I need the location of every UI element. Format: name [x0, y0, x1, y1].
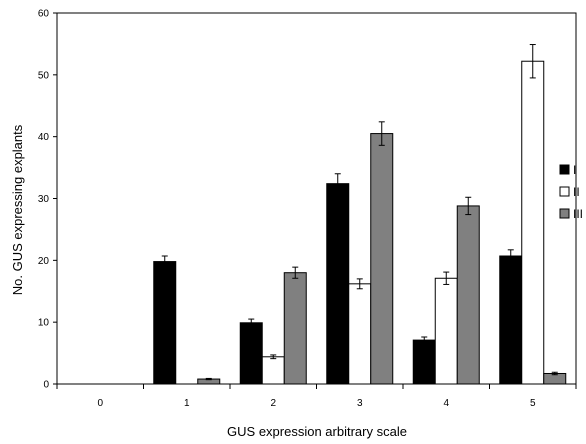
plot-area	[56, 12, 577, 385]
legend-swatch-II	[559, 186, 570, 197]
y-tick-label: 40	[38, 132, 50, 143]
bars	[153, 44, 567, 385]
bar-series-II-cat-5	[521, 60, 545, 385]
legend-swatch-III	[559, 208, 570, 219]
x-tick-label: 0	[97, 398, 103, 409]
x-axis: 0 1 2 3 4 5	[56, 384, 577, 409]
bar-series-II-cat-4	[434, 277, 458, 385]
bar-series-I-cat-1	[153, 261, 177, 385]
bar-series-III-cat-3	[370, 133, 394, 385]
x-axis-title: GUS expression arbitrary scale	[227, 424, 407, 439]
bar-series-I-cat-4	[412, 339, 436, 385]
bar-series-II-cat-3	[348, 283, 372, 385]
x-tick-label: 3	[357, 398, 363, 409]
bar-series-I-cat-3	[326, 183, 350, 385]
bar-series-III-cat-2	[283, 272, 307, 385]
y-tick-label: 50	[38, 70, 50, 81]
legend-label-I: I	[573, 163, 576, 177]
bar-series-I-cat-2	[239, 322, 263, 385]
x-tick-label: 5	[530, 398, 536, 409]
x-tick-label: 4	[443, 398, 449, 409]
y-axis: 0 10 20 30 40 50 60	[38, 9, 57, 391]
bar-series-II-cat-2	[261, 356, 285, 385]
bar-series-I-cat-5	[499, 255, 523, 385]
legend-swatch-I	[559, 164, 570, 175]
y-tick-label: 30	[38, 194, 50, 205]
plot-frame	[56, 12, 577, 385]
x-tick-label: 1	[184, 398, 190, 409]
y-tick-label: 0	[43, 380, 49, 391]
bar-series-III-cat-4	[456, 205, 480, 385]
y-tick-label: 20	[38, 256, 50, 267]
legend-label-III: III	[573, 207, 583, 221]
y-tick-label: 60	[38, 9, 50, 20]
legend-label-II: II	[573, 185, 580, 199]
y-tick-label: 10	[38, 318, 50, 329]
y-axis-title: No. GUS expressing explants	[10, 124, 25, 295]
x-tick-label: 2	[270, 398, 276, 409]
